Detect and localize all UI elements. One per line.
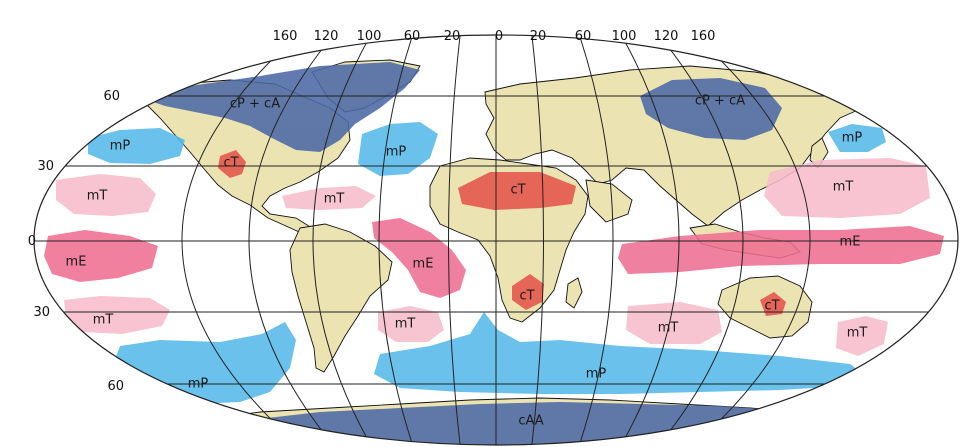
label-atlantic-me: mE	[413, 257, 434, 272]
air-mass-australia-ct	[760, 292, 786, 316]
label-north-atlantic-mp: mP	[386, 145, 407, 160]
label-north-pacific-east-mp: mP	[110, 139, 131, 154]
label-caribbean-mt: mT	[324, 192, 345, 207]
label-indo-pacific-me: mE	[840, 235, 861, 250]
lon-label-w100: 100	[357, 29, 382, 44]
longitude-labels: 160 120 100 60 20 0 20 60 100 120 160	[273, 29, 716, 44]
air-mass-north-pacific-east-mp	[88, 128, 185, 164]
land-madagascar	[565, 277, 583, 309]
meridian-w60	[378, 36, 413, 444]
label-southeast-pacific-mt: mT	[93, 313, 114, 328]
label-antarctica-caa: cAA	[518, 414, 543, 429]
air-mass-south-africa-ct	[512, 274, 544, 310]
land-south-america	[289, 223, 393, 373]
air-mass-usa-ct	[218, 150, 246, 178]
land-arabia	[585, 179, 633, 223]
air-mass-caribbean-mt	[282, 186, 376, 210]
lon-label-w60: 60	[404, 29, 421, 44]
meridian-e20	[531, 35, 544, 445]
label-south-africa-ct: cT	[519, 289, 534, 304]
lat-label-60n: 60	[103, 89, 120, 104]
lat-label-30n: 30	[37, 159, 54, 174]
air-mass-sahara-ct	[458, 172, 576, 210]
label-east-pacific-mt: mT	[87, 189, 108, 204]
lon-label-e100: 100	[612, 29, 637, 44]
meridian-e160	[707, 47, 811, 433]
label-north-pacific-west-mp: mP	[842, 131, 863, 146]
meridian-e120	[665, 43, 744, 437]
lon-label-e160: 160	[691, 29, 716, 44]
lon-label-e20: 20	[530, 29, 547, 44]
air-mass-southern-ocean-mp	[374, 312, 866, 394]
air-mass-east-pacific-mt	[56, 174, 156, 216]
air-mass-regions	[44, 62, 944, 445]
air-mass-southeast-pacific-mt	[64, 296, 170, 334]
meridian-w120	[248, 43, 327, 437]
lat-label-eq: 0	[28, 234, 36, 249]
label-southern-ocean-mp: mP	[586, 367, 607, 382]
label-sahara-ct: cT	[510, 183, 525, 198]
label-usa-ct: cT	[223, 156, 238, 171]
air-mass-siberia-cp-ca	[640, 78, 782, 140]
meridian-e100	[623, 39, 680, 441]
lon-label-e60: 60	[575, 29, 592, 44]
lon-label-0: 0	[495, 29, 503, 44]
lat-label-30s: 30	[33, 305, 50, 320]
label-south-indian-mt: mT	[658, 321, 679, 336]
air-mass-labels: cP + cA cP + cA mP mP mP cT cT mT mT mT …	[66, 94, 868, 429]
lat-label-60s: 60	[107, 379, 124, 394]
air-mass-north-pacific-west-mp	[828, 124, 886, 152]
air-mass-indo-pacific-me	[618, 226, 944, 274]
air-mass-north-america-cp-ca	[130, 62, 420, 152]
lon-label-w20: 20	[444, 29, 461, 44]
latitude-labels: 60 30 0 30 60	[28, 89, 124, 394]
label-north-america-cp-ca: cP + cA	[230, 97, 280, 112]
meridian-w160	[181, 47, 285, 433]
label-west-pacific-mt: mT	[833, 180, 854, 195]
air-mass-north-atlantic-mp	[358, 122, 438, 176]
air-mass-east-pacific-me	[44, 230, 158, 282]
meridian-w20	[448, 35, 461, 445]
label-siberia-cp-ca: cP + cA	[695, 94, 745, 109]
label-south-pacific-mp: mP	[188, 377, 209, 392]
air-mass-southwest-pacific-mt	[836, 316, 888, 356]
lon-label-w160: 160	[273, 29, 298, 44]
label-southwest-pacific-mt: mT	[847, 326, 868, 341]
lon-label-w120: 120	[314, 29, 339, 44]
air-mass-atlantic-me	[372, 218, 466, 298]
graticule	[34, 35, 958, 445]
label-east-pacific-me: mE	[66, 255, 87, 270]
meridian-w100	[312, 39, 369, 441]
label-australia-ct: cT	[764, 299, 779, 314]
globe-frame	[33, 34, 959, 446]
meridian-e60	[579, 36, 614, 444]
air-mass-south-atlantic-mt	[378, 306, 444, 342]
label-south-atlantic-mt: mT	[395, 317, 416, 332]
lon-label-e120: 120	[654, 29, 679, 44]
air-mass-west-pacific-mt	[764, 158, 930, 218]
